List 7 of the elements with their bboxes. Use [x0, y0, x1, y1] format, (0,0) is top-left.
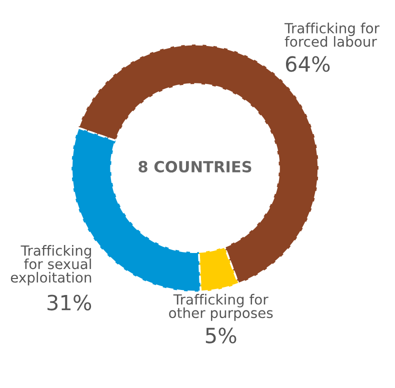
data-label: 64%	[286, 56, 330, 72]
data-label: 5%	[206, 328, 236, 344]
slice-label: Trafficking for forced labour	[284, 22, 380, 47]
slice-label: Trafficking for sexual exploitation	[10, 245, 92, 286]
slice-label: Trafficking for other purposes	[169, 294, 273, 321]
data-label: 31%	[48, 294, 92, 310]
text: 8 COUNTRIES	[138, 160, 252, 172]
